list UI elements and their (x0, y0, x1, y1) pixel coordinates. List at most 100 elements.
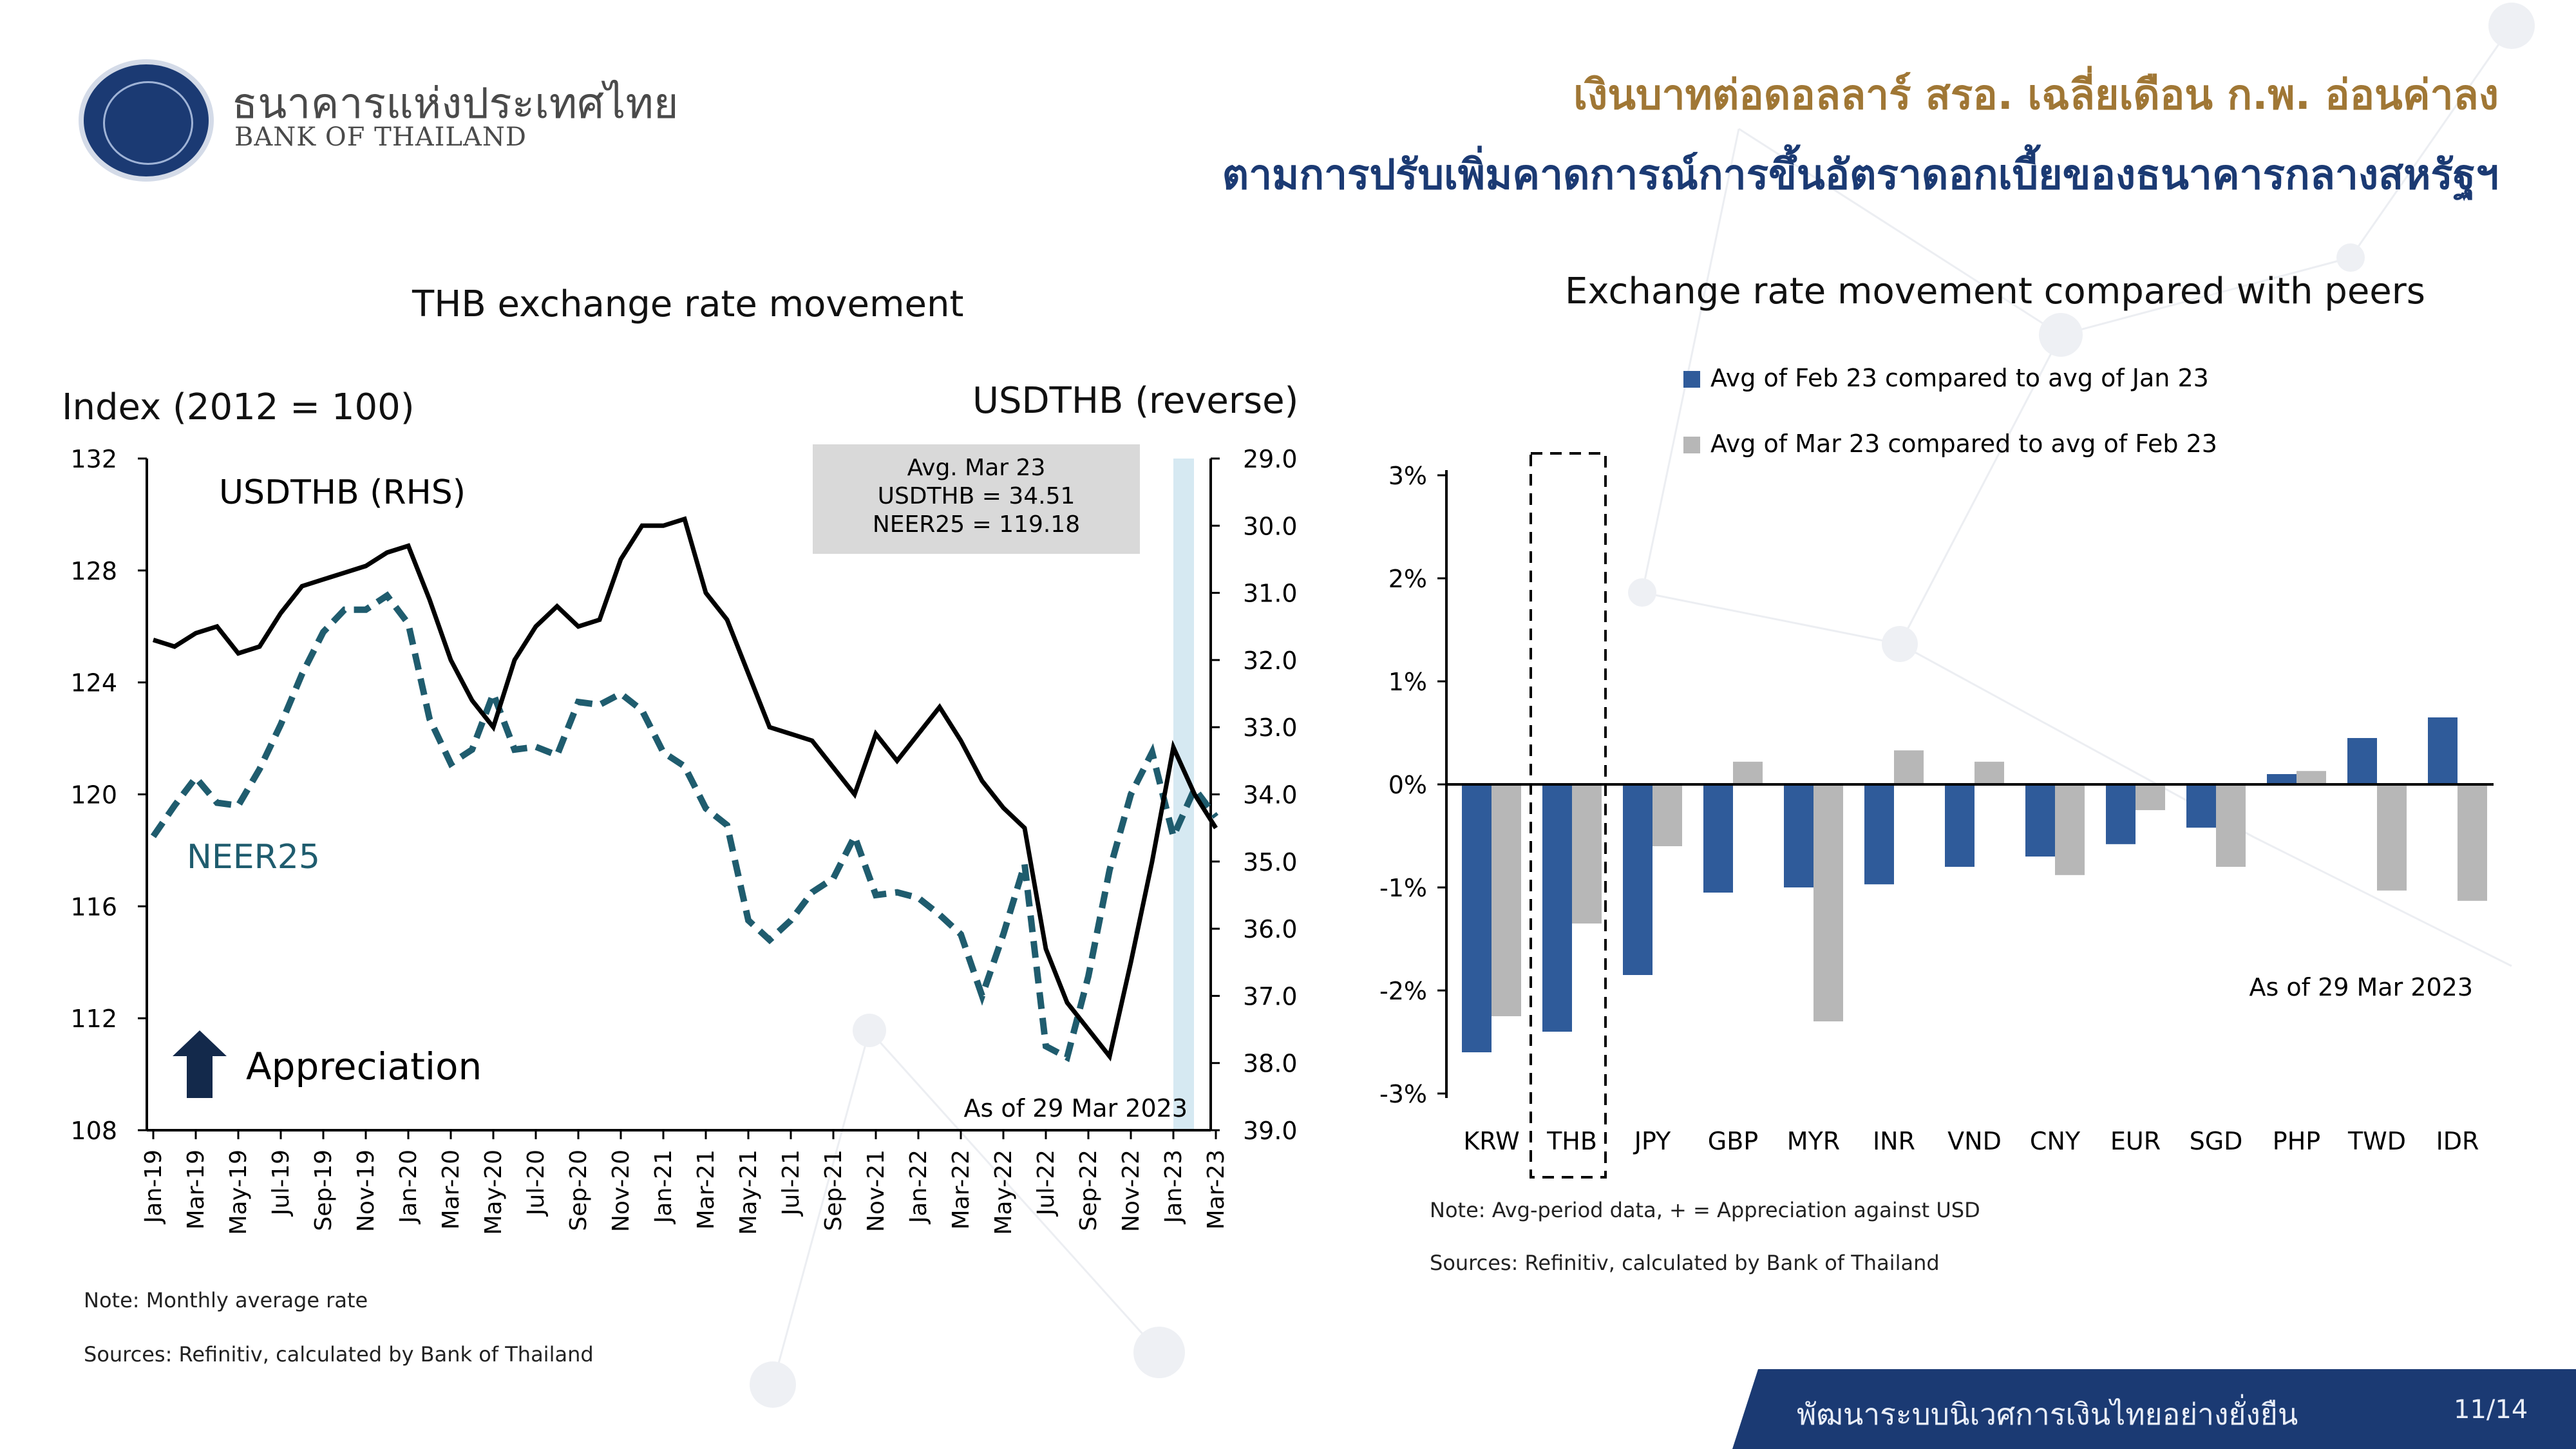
x-tick-label: Nov-20 (608, 1150, 634, 1232)
left-y-tick-label: 124 (70, 669, 117, 697)
left-y-tick-label: 112 (70, 1005, 117, 1033)
bank-name-thai: ธนาคารแห่งประเทศไทย (232, 79, 679, 128)
bar-thb-mar (1572, 784, 1602, 923)
bar-jpy-feb (1623, 784, 1653, 975)
footer-band (1732, 1369, 2576, 1449)
bar-myr-feb (1784, 784, 1814, 887)
x-tick-label: May-21 (735, 1150, 762, 1235)
page-title-line2: ตามการปรับเพิ่มคาดการณ์การขึ้นอัตราดอกเบ… (1222, 151, 2499, 199)
page-number: 11/14 (2454, 1395, 2528, 1425)
bar-y-tick-label: 0% (1388, 771, 1427, 799)
right-y-tick-label: 32.0 (1243, 647, 1298, 675)
bank-logo (79, 59, 214, 182)
bar-gbp-feb (1703, 784, 1733, 893)
left-note: Note: Monthly average rate (84, 1288, 368, 1312)
left-line-chart: 132 128 124 120 116 112 108 29.0 30.0 31.0 32.0 33… (70, 444, 1298, 1235)
bar-php-feb (2267, 774, 2297, 784)
x-tick-label: Jan-21 (650, 1150, 677, 1224)
x-tick-label: Jul-21 (778, 1150, 804, 1217)
category-label-krw: KRW (1463, 1127, 1519, 1155)
appreciation-arrow-icon (173, 1030, 227, 1098)
box-line-1: Avg. Mar 23 (907, 455, 1046, 481)
bar-twd-feb (2347, 738, 2377, 784)
legend-feb-label: Avg of Feb 23 compared to avg of Jan 23 (1710, 364, 2209, 392)
x-tick-label: May-20 (480, 1150, 507, 1235)
x-tick-label: Sep-19 (310, 1150, 337, 1231)
category-label-php: PHP (2273, 1127, 2320, 1155)
bar-y-tick-label: 2% (1388, 565, 1427, 593)
left-y-tick-label: 120 (70, 781, 117, 810)
category-label-inr: INR (1873, 1127, 1915, 1155)
x-tick-label: Mar-23 (1203, 1150, 1229, 1229)
bar-php-mar (2297, 771, 2326, 784)
category-label-myr: MYR (1787, 1127, 1840, 1155)
category-label-vnd: VND (1947, 1127, 2002, 1155)
bar-krw-feb (1462, 784, 1492, 1052)
usdthb-series-label: USDTHB (RHS) (219, 473, 466, 512)
bar-vnd-feb (1945, 784, 1975, 867)
x-tick-label: Mar-20 (438, 1150, 464, 1229)
x-tick-label: Jul-20 (523, 1150, 549, 1217)
right-y-tick-label: 33.0 (1243, 714, 1298, 742)
usdthb-series-line (152, 516, 1218, 1062)
category-label-thb: THB (1546, 1127, 1597, 1155)
right-y-tick-label: 35.0 (1243, 848, 1298, 876)
bar-vnd-mar (1975, 761, 2004, 784)
right-y-tick-label: 38.0 (1243, 1050, 1298, 1078)
x-tick-label: Jan-20 (395, 1150, 422, 1224)
right-asof-label: As of 29 Mar 2023 (2249, 973, 2474, 1001)
bar-krw-mar (1492, 784, 1521, 1016)
x-tick-label: Mar-22 (948, 1150, 974, 1229)
bar-thb-feb (1542, 784, 1572, 1032)
bar-idr-feb (2428, 717, 2458, 784)
neer25-series-label: NEER25 (187, 838, 320, 876)
category-label-sgd: SGD (2190, 1127, 2243, 1155)
category-label-eur: EUR (2110, 1127, 2161, 1155)
right-bar-chart: Avg of Feb 23 compared to avg of Jan 23 … (1379, 364, 2494, 1179)
x-tick-label: Sep-20 (565, 1150, 592, 1231)
legend-feb-swatch (1683, 371, 1700, 388)
left-asof-label: As of 29 Mar 2023 (964, 1094, 1188, 1122)
left-y-tick-label: 128 (70, 557, 117, 585)
bar-jpy-mar (1653, 784, 1682, 846)
right-sources: Sources: Refinitiv, calculated by Bank o… (1430, 1251, 1940, 1275)
thb-highlight-box (1530, 452, 1607, 1179)
right-y-axis-label: USDTHB (reverse) (972, 380, 1299, 422)
bar-cny-mar (2055, 784, 2085, 875)
x-tick-label: Nov-19 (353, 1150, 379, 1232)
bar-y-tick-label: 1% (1388, 668, 1427, 696)
neer25-series-line (150, 591, 1218, 1063)
bank-name-english: BANK OF THAILAND (234, 122, 527, 152)
bar-twd-mar (2377, 784, 2407, 891)
box-line-3: NEER25 = 119.18 (873, 511, 1080, 538)
footer-slogan: พัฒนาระบบนิเวศการเงินไทยอย่างยั่งยืน (1797, 1397, 2298, 1432)
left-sources: Sources: Refinitiv, calculated by Bank o… (84, 1342, 594, 1367)
x-tick-label: Mar-19 (183, 1150, 209, 1229)
left-y-tick-label: 108 (70, 1117, 117, 1145)
x-tick-label: Nov-22 (1118, 1150, 1144, 1232)
legend-mar-label: Avg of Mar 23 compared to avg of Feb 23 (1710, 430, 2217, 458)
bar-y-tick-label: -1% (1379, 874, 1427, 902)
bar-inr-feb (1864, 784, 1894, 885)
bar-myr-mar (1814, 784, 1843, 1021)
category-label-jpy: JPY (1633, 1127, 1671, 1155)
x-tick-label: Sep-22 (1075, 1150, 1102, 1231)
bar-eur-feb (2106, 784, 2136, 844)
right-y-tick-label: 39.0 (1243, 1117, 1298, 1145)
bar-inr-mar (1894, 750, 1924, 784)
right-y-tick-label: 31.0 (1243, 580, 1298, 608)
category-label-cny: CNY (2030, 1127, 2081, 1155)
x-tick-label: Mar-21 (693, 1150, 719, 1229)
right-y-tick-label: 30.0 (1243, 512, 1298, 540)
category-label-twd: TWD (2347, 1127, 2406, 1155)
right-chart-title: Exchange rate movement compared with pee… (1565, 270, 2425, 312)
x-tick-label: Jan-19 (140, 1150, 167, 1224)
box-line-2: USDTHB = 34.51 (878, 483, 1075, 509)
category-label-idr: IDR (2436, 1127, 2479, 1155)
x-tick-label: Jul-22 (1033, 1150, 1059, 1217)
left-y-tick-label: 116 (70, 893, 117, 921)
x-tick-label: Sep-21 (820, 1150, 847, 1231)
legend-mar-swatch (1683, 437, 1700, 453)
bar-y-tick-label: -3% (1379, 1080, 1427, 1108)
right-y-tick-label: 29.0 (1243, 445, 1298, 473)
